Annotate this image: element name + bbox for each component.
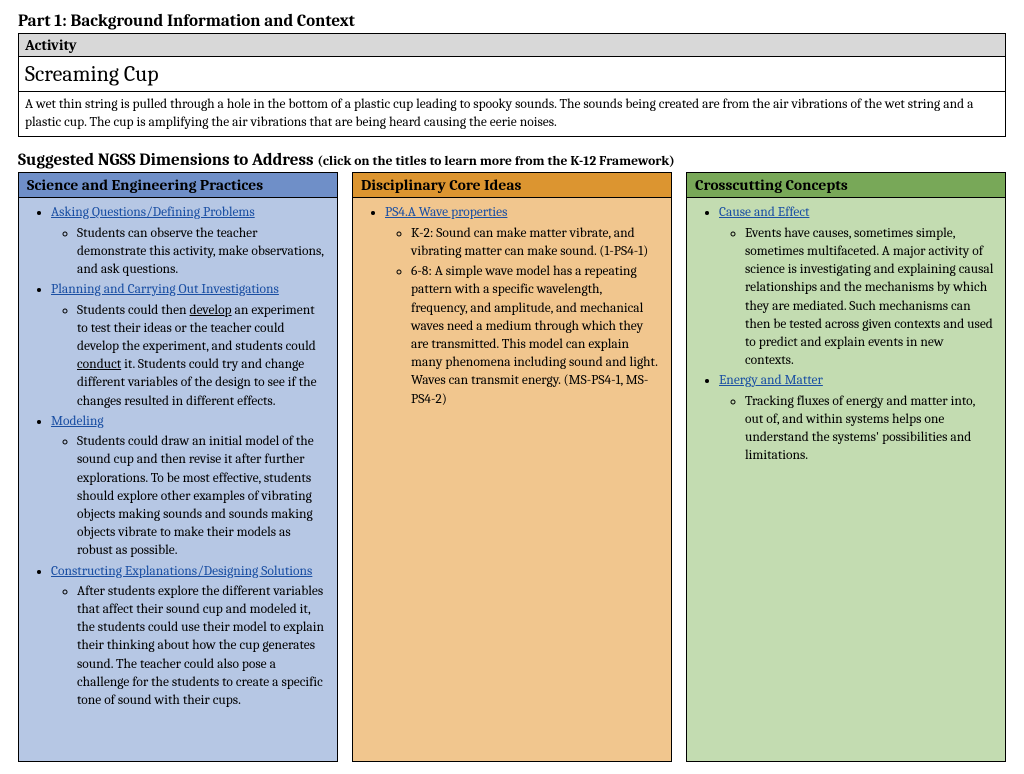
- ccc-item: Cause and Effect Events have causes, som…: [719, 204, 995, 370]
- ngss-columns: Science and Engineering Practices Asking…: [18, 172, 1006, 762]
- ccc-item: Energy and Matter Tracking fluxes of ene…: [719, 372, 995, 465]
- sep-sublist: Students could draw an initial model of …: [51, 433, 327, 561]
- ccc-list: Cause and Effect Events have causes, som…: [697, 204, 995, 465]
- sep-item: Planning and Carrying Out Investigations…: [51, 281, 327, 411]
- sep-link-planning-investigations[interactable]: Planning and Carrying Out Investigations: [51, 282, 279, 297]
- ccc-column-body: Cause and Effect Events have causes, som…: [687, 198, 1005, 761]
- underlined-conduct: conduct: [77, 357, 121, 372]
- sep-subitem: Students could draw an initial model of …: [77, 433, 327, 561]
- ccc-link-energy-matter[interactable]: Energy and Matter: [719, 373, 823, 388]
- sep-subitem: Students could then develop an experimen…: [77, 302, 327, 411]
- underlined-develop: develop: [190, 303, 232, 318]
- activity-box: Activity Screaming Cup A wet thin string…: [18, 33, 1006, 137]
- ngss-heading-main: Suggested NGSS Dimensions to Address: [18, 151, 317, 170]
- activity-description: A wet thin string is pulled through a ho…: [19, 92, 1005, 136]
- part-title: Part 1: Background Information and Conte…: [18, 12, 1006, 31]
- ccc-sublist: Tracking fluxes of energy and matter int…: [719, 393, 995, 466]
- ccc-column-header: Crosscutting Concepts: [687, 173, 1005, 198]
- sep-sublist: Students could then develop an experimen…: [51, 302, 327, 411]
- sep-list: Asking Questions/Defining Problems Stude…: [29, 204, 327, 710]
- sep-link-constructing-explanations[interactable]: Constructing Explanations/Designing Solu…: [51, 564, 312, 579]
- sep-column-body: Asking Questions/Defining Problems Stude…: [19, 198, 337, 761]
- dci-subitem: 6-8: A simple wave model has a repeating…: [411, 263, 661, 409]
- dci-subitem: K-2: Sound can make matter vibrate, and …: [411, 225, 661, 261]
- ngss-heading-sub: (click on the titles to learn more from …: [317, 154, 674, 169]
- activity-name: Screaming Cup: [19, 57, 1005, 92]
- activity-header: Activity: [19, 34, 1005, 57]
- dci-item: PS4.A Wave properties K-2: Sound can mak…: [385, 204, 661, 408]
- ccc-column: Crosscutting Concepts Cause and Effect E…: [686, 172, 1006, 762]
- text-fragment: Students could then: [77, 303, 190, 318]
- dci-column-header: Disciplinary Core Ideas: [353, 173, 671, 198]
- ccc-subitem: Events have causes, sometimes simple, so…: [745, 225, 995, 371]
- sep-subitem: After students explore the different var…: [77, 583, 327, 711]
- sep-item: Constructing Explanations/Designing Solu…: [51, 563, 327, 711]
- sep-sublist: After students explore the different var…: [51, 583, 327, 711]
- sep-item: Asking Questions/Defining Problems Stude…: [51, 204, 327, 279]
- sep-sublist: Students can observe the teacher demonst…: [51, 225, 327, 280]
- ccc-sublist: Events have causes, sometimes simple, so…: [719, 225, 995, 371]
- sep-subitem: Students can observe the teacher demonst…: [77, 225, 327, 280]
- sep-item: Modeling Students could draw an initial …: [51, 413, 327, 561]
- ngss-heading: Suggested NGSS Dimensions to Address (cl…: [18, 151, 1006, 170]
- dci-sublist: K-2: Sound can make matter vibrate, and …: [385, 225, 661, 409]
- dci-link-wave-properties[interactable]: PS4.A Wave properties: [385, 205, 507, 220]
- dci-column-body: PS4.A Wave properties K-2: Sound can mak…: [353, 198, 671, 761]
- sep-link-modeling[interactable]: Modeling: [51, 414, 104, 429]
- sep-column: Science and Engineering Practices Asking…: [18, 172, 338, 762]
- ccc-link-cause-effect[interactable]: Cause and Effect: [719, 205, 809, 220]
- dci-list: PS4.A Wave properties K-2: Sound can mak…: [363, 204, 661, 408]
- ccc-subitem: Tracking fluxes of energy and matter int…: [745, 393, 995, 466]
- dci-column: Disciplinary Core Ideas PS4.A Wave prope…: [352, 172, 672, 762]
- sep-column-header: Science and Engineering Practices: [19, 173, 337, 198]
- sep-link-asking-questions[interactable]: Asking Questions/Defining Problems: [51, 205, 255, 220]
